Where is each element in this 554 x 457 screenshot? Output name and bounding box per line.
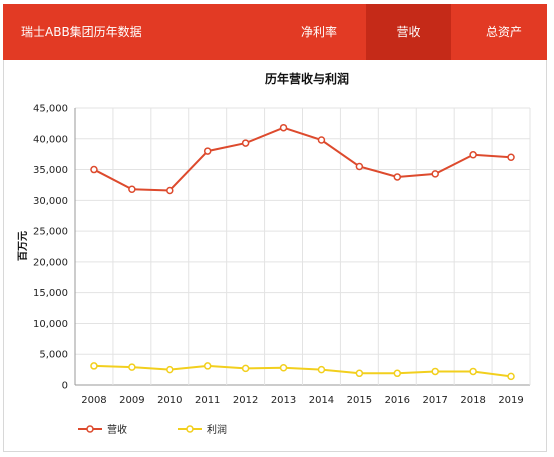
data-point[interactable] (128, 185, 136, 194)
data-point[interactable] (317, 136, 326, 144)
chart-grid (74, 107, 531, 386)
x-tick-label: 2018 (460, 395, 485, 406)
data-point[interactable] (166, 186, 174, 195)
tab-net-margin[interactable]: 净利率 (300, 25, 337, 39)
data-point[interactable] (393, 173, 402, 181)
y-tick-label: 0 (62, 381, 68, 392)
data-point[interactable] (507, 372, 515, 381)
legend-label-revenue: 营收 (107, 423, 127, 436)
x-tick-label: 2008 (81, 395, 106, 406)
y-tick-label: 35,000 (33, 165, 68, 176)
chart-title: 历年营收与利润 (265, 71, 349, 86)
x-tick-label: 2010 (157, 395, 182, 406)
y-tick-label: 15,000 (33, 288, 68, 299)
x-tick-label: 2014 (309, 395, 334, 406)
x-tick-label: 2011 (195, 395, 220, 406)
data-point[interactable] (241, 364, 250, 373)
y-axis-label: 百万元 (17, 231, 29, 261)
tab-revenue[interactable]: 营收 (366, 4, 451, 60)
data-point[interactable] (431, 367, 439, 376)
y-tick-label: 10,000 (33, 319, 68, 330)
y-tick-label: 20,000 (33, 257, 68, 268)
x-tick-label: 2013 (271, 395, 296, 406)
data-point[interactable] (469, 151, 477, 159)
data-point[interactable] (90, 165, 98, 174)
data-point[interactable] (279, 123, 288, 132)
data-point[interactable] (203, 362, 212, 370)
app-title: 瑞士ABB集团历年数据 (21, 25, 142, 39)
data-point[interactable] (203, 147, 212, 155)
data-point[interactable] (431, 170, 439, 178)
x-tick-label: 2015 (347, 395, 372, 406)
series-line-1 (93, 364, 512, 378)
y-tick-label: 40,000 (33, 134, 68, 145)
data-point[interactable] (469, 367, 477, 376)
x-tick-label: 2016 (385, 395, 410, 406)
x-tick-label: 2012 (233, 395, 258, 406)
legend-label-profit: 利润 (207, 423, 227, 436)
x-tick-label: 2019 (498, 395, 523, 406)
data-point[interactable] (166, 365, 174, 374)
y-tick-label: 25,000 (33, 227, 68, 238)
chart-legend: 营收 利润 (78, 423, 227, 436)
data-point[interactable] (128, 363, 136, 371)
chart-series (90, 123, 515, 381)
data-point[interactable] (241, 139, 250, 147)
data-point[interactable] (355, 369, 364, 378)
data-point[interactable] (317, 365, 326, 374)
data-point[interactable] (393, 369, 402, 378)
series-line-0 (93, 126, 512, 192)
data-point[interactable] (279, 364, 288, 372)
y-tick-label: 30,000 (33, 196, 68, 207)
legend-item-profit[interactable]: 利润 (178, 423, 227, 436)
chart-axis-ticks: 0 5,000 10,000 15,000 20,000 25,000 30,000 35,0… (33, 104, 524, 407)
app-frame (3, 4, 547, 452)
data-point[interactable] (90, 362, 98, 370)
y-tick-label: 5,000 (39, 350, 68, 361)
y-tick-label: 45,000 (33, 104, 68, 115)
top-navigation-bar: 瑞士ABB集团历年数据 净利率 营收 总资产 (3, 4, 547, 60)
x-tick-label: 2017 (422, 395, 447, 406)
data-point[interactable] (355, 162, 364, 171)
data-point[interactable] (507, 153, 515, 161)
legend-item-revenue[interactable]: 营收 (78, 423, 127, 436)
x-tick-label: 2009 (119, 395, 144, 406)
tab-total-assets[interactable]: 总资产 (485, 25, 522, 39)
